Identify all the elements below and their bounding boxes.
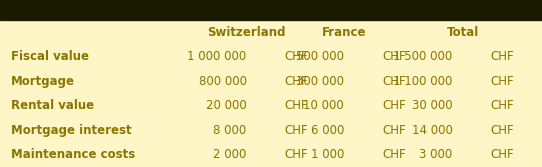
Text: 8 000: 8 000 — [214, 124, 247, 137]
Text: 300 000: 300 000 — [296, 75, 344, 88]
Text: 30 000: 30 000 — [412, 99, 453, 112]
Text: 3 000: 3 000 — [420, 148, 453, 161]
Text: CHF: CHF — [491, 148, 514, 161]
Text: 500 000: 500 000 — [296, 50, 344, 63]
Text: CHF: CHF — [285, 50, 308, 63]
Text: CHF: CHF — [285, 124, 308, 137]
Text: CHF: CHF — [382, 99, 406, 112]
Text: Maintenance costs: Maintenance costs — [11, 148, 135, 161]
Text: 14 000: 14 000 — [412, 124, 453, 137]
Text: CHF: CHF — [382, 75, 406, 88]
Text: Total: Total — [447, 26, 480, 39]
Text: CHF: CHF — [491, 99, 514, 112]
Text: 20 000: 20 000 — [206, 99, 247, 112]
Text: 1 000 000: 1 000 000 — [188, 50, 247, 63]
Text: CHF: CHF — [491, 50, 514, 63]
Text: Switzerland: Switzerland — [208, 26, 286, 39]
Text: Fiscal value: Fiscal value — [11, 50, 89, 63]
Text: CHF: CHF — [382, 124, 406, 137]
Text: CHF: CHF — [285, 75, 308, 88]
Text: CHF: CHF — [382, 148, 406, 161]
Text: CHF: CHF — [285, 99, 308, 112]
Text: CHF: CHF — [285, 148, 308, 161]
Text: Rental value: Rental value — [11, 99, 94, 112]
Text: Mortgage interest: Mortgage interest — [11, 124, 132, 137]
Text: 2 000: 2 000 — [213, 148, 247, 161]
Text: CHF: CHF — [491, 75, 514, 88]
Bar — [0, 0, 542, 20]
Text: Mortgage: Mortgage — [11, 75, 75, 88]
Text: 1 000: 1 000 — [311, 148, 344, 161]
Text: 800 000: 800 000 — [198, 75, 247, 88]
Text: 1 500 000: 1 500 000 — [393, 50, 453, 63]
Text: CHF: CHF — [491, 124, 514, 137]
Text: 10 000: 10 000 — [304, 99, 344, 112]
Text: 1 100 000: 1 100 000 — [393, 75, 453, 88]
Text: CHF: CHF — [382, 50, 406, 63]
Text: 6 000: 6 000 — [311, 124, 344, 137]
Text: France: France — [322, 26, 366, 39]
